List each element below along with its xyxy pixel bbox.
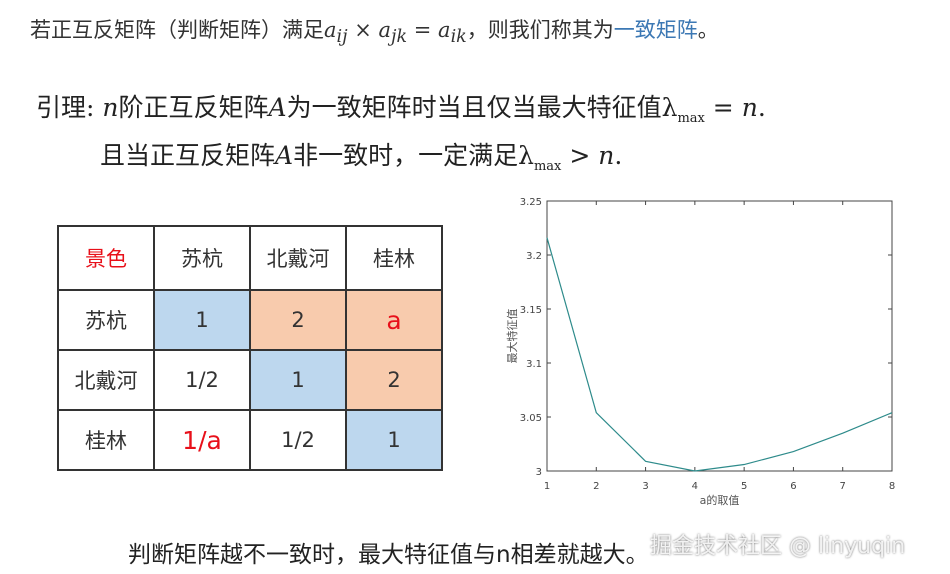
- table-row: 苏杭 1 2 a: [57, 289, 443, 351]
- table-cell: 1: [249, 349, 347, 411]
- y-tick-label: 3.2: [526, 251, 542, 262]
- definition-prefix: 若正互反矩阵（判断矩阵）满足: [30, 18, 324, 42]
- definition-mid: ，则我们称其为: [466, 18, 614, 42]
- x-tick-label: 5: [741, 481, 747, 492]
- x-tick-label: 4: [692, 481, 698, 492]
- watermark: 掘金技术社区 @ linyuqin: [650, 534, 906, 559]
- x-tick-label: 2: [593, 481, 599, 492]
- header-cell: 苏杭: [153, 225, 251, 291]
- row-label: 桂林: [57, 409, 155, 471]
- table-cell: a: [345, 289, 443, 351]
- y-tick-label: 3.05: [520, 413, 542, 424]
- table-row: 北戴河 1/2 1 2: [57, 349, 443, 411]
- row-label: 苏杭: [57, 289, 155, 351]
- x-axis-label: a的取值: [700, 493, 740, 507]
- header-cell: 北戴河: [249, 225, 347, 291]
- table-cell: 1: [153, 289, 251, 351]
- x-tick-label: 3: [642, 481, 648, 492]
- consistency-formula: aij × ajk = aik: [324, 18, 467, 48]
- table-cell: 1/2: [153, 349, 251, 411]
- y-tick-label: 3.15: [520, 305, 542, 316]
- y-axis-label: 最大特征值: [505, 309, 519, 364]
- consistent-matrix-link[interactable]: 一致矩阵: [613, 18, 698, 42]
- x-tick-label: 8: [889, 481, 895, 492]
- definition-line: 若正互反矩阵（判断矩阵）满足aij × ajk = aik，则我们称其为一致矩阵…: [30, 18, 719, 48]
- x-tick-label: 6: [790, 481, 796, 492]
- eigenvalue-line-chart: 1 2 3 4 5 6 7 8 3 3.05 3.1 3.15 3.2 3.25 a的取值 最大特征值: [505, 197, 895, 507]
- table-header-row: 景色 苏杭 北戴河 桂林: [57, 225, 443, 291]
- table-cell: 1/a: [153, 409, 251, 471]
- lemma-line-2: 且当正互反矩阵A非一致时，一定满足λmax > n.: [100, 141, 623, 174]
- row-label: 北戴河: [57, 349, 155, 411]
- x-tick-label: 7: [840, 481, 846, 492]
- judgment-matrix-table: 景色 苏杭 北戴河 桂林 苏杭 1 2 a 北戴河 1/2 1 2 桂林 1/a…: [57, 225, 443, 471]
- y-tick-label: 3.25: [520, 197, 542, 208]
- x-tick-label: 1: [544, 481, 550, 492]
- header-cell: 景色: [57, 225, 155, 291]
- data-line: [546, 237, 893, 472]
- table-cell: 2: [249, 289, 347, 351]
- y-tick-label: 3.1: [526, 359, 542, 370]
- header-cell: 桂林: [345, 225, 443, 291]
- lemma-line-1: 引理: n阶正互反矩阵A为一致矩阵时当且仅当最大特征值λmax = n.: [36, 93, 766, 126]
- table-cell: 1: [345, 409, 443, 471]
- table-row: 桂林 1/a 1/2 1: [57, 409, 443, 471]
- table-cell: 1/2: [249, 409, 347, 471]
- caption: 判断矩阵越不一致时，最大特征值与n相差就越大。: [128, 542, 649, 568]
- table-cell: 2: [345, 349, 443, 411]
- y-tick-label: 3: [536, 467, 542, 478]
- plot-area: [546, 200, 893, 472]
